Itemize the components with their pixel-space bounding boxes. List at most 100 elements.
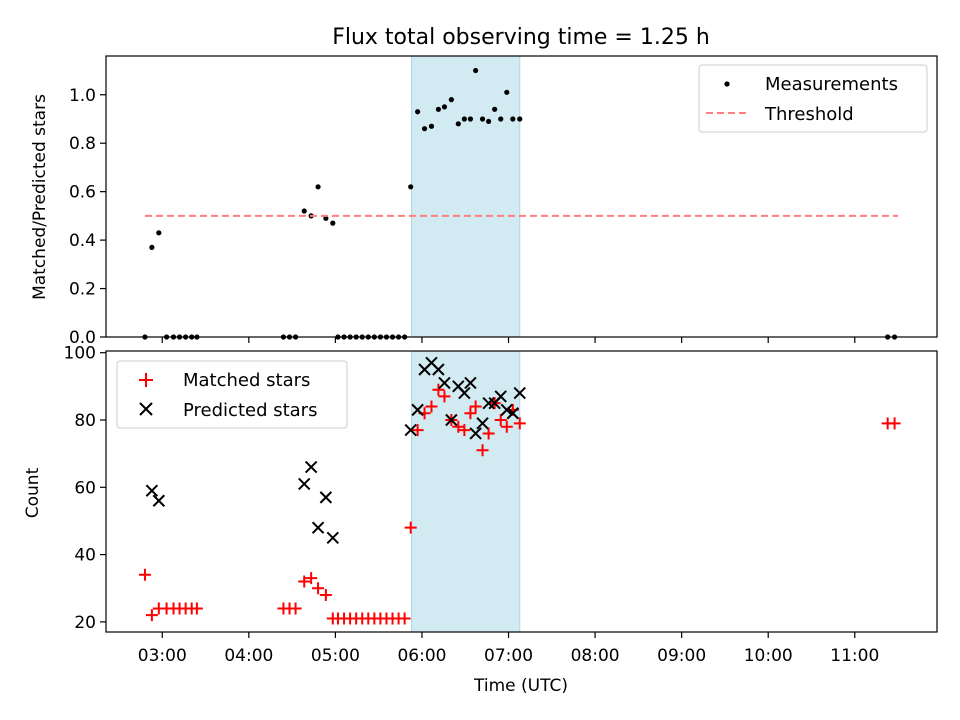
y-tick-label: 0.8 — [69, 134, 96, 154]
measurement-point — [492, 106, 498, 112]
matched-star-point — [404, 521, 417, 534]
measurement-point — [415, 109, 421, 115]
measurement-point — [149, 244, 155, 250]
top-legend-box — [698, 64, 928, 133]
measurement-point — [435, 106, 441, 112]
legend-label-predicted-stars: Predicted stars — [183, 400, 317, 421]
bottom-y-ticks: 20 40 60 80 100 — [64, 344, 106, 633]
measurement-point — [323, 215, 329, 221]
matched-star-point — [298, 575, 311, 588]
predicted-star-point — [458, 386, 471, 400]
matched-star-point — [500, 420, 513, 433]
measurement-point — [479, 116, 486, 122]
measurement-point — [467, 116, 474, 122]
bottom-panel: 20 40 60 80 100 03:00 04:00 05:00 06:00 07:00 08:… — [23, 344, 938, 696]
top-axes-frame — [105, 55, 938, 338]
measurement-point — [301, 208, 307, 214]
measurement-point — [421, 126, 428, 132]
matched-star-point — [190, 602, 203, 615]
y-tick-label: 0.6 — [69, 183, 96, 203]
legend-label-measurements: Measurements — [765, 74, 898, 95]
legend-label-matched-stars: Matched stars — [183, 370, 310, 391]
bottom-legend-box — [116, 360, 348, 429]
x-tick-label: 11:00 — [830, 646, 879, 666]
y-tick-label: 0.4 — [69, 231, 96, 251]
measurement-point — [473, 67, 479, 74]
matched-star-point — [888, 417, 901, 430]
matched-star-point — [289, 602, 302, 615]
predicted-star-point — [432, 363, 445, 376]
legend-marker-matched-stars — [139, 373, 153, 387]
y-tick-label: 100 — [64, 344, 96, 364]
matched-star-point — [494, 413, 507, 426]
x-tick-label: 10:00 — [744, 646, 793, 666]
matched-star-point — [319, 588, 332, 601]
measurement-point — [315, 184, 321, 190]
predicted-star-point — [152, 494, 166, 507]
matched-star-point — [513, 417, 526, 430]
predicted-star-point — [506, 407, 520, 420]
x-tick-label: 08:00 — [571, 646, 620, 666]
measurement-point — [408, 184, 414, 190]
measurement-point — [455, 121, 461, 127]
matched-star-point — [411, 424, 424, 437]
bottom-legend: Matched stars Predicted stars — [116, 360, 348, 429]
predicted-star-point — [500, 403, 513, 417]
top-x-ticks — [161, 337, 856, 343]
predicted-star-point — [326, 531, 340, 544]
bottom-x-ticks: 03:00 04:00 05:00 06:00 07:00 08:00 09:00 10:00… — [138, 632, 879, 666]
y-tick-label: 80 — [74, 411, 96, 431]
y-tick-label: 0.2 — [69, 280, 96, 300]
measurement-point — [441, 104, 448, 110]
predicted-star-point — [298, 477, 311, 491]
matched-star-point — [458, 424, 471, 437]
top-legend: Measurements Threshold — [698, 64, 928, 133]
measurement-point — [486, 118, 492, 125]
figure-title: Flux total observing time = 1.25 h — [332, 25, 710, 50]
predicted-star-point — [438, 376, 451, 390]
matched-star-point — [476, 444, 489, 457]
measurement-point — [510, 116, 516, 122]
measurement-point — [517, 116, 523, 122]
bottom-axes-frame — [105, 350, 938, 633]
predicted-star-point — [319, 491, 333, 504]
measurement-point — [498, 116, 504, 122]
predicted-star-point — [469, 427, 482, 440]
matched-star-point — [469, 400, 482, 413]
x-axis-label: Time (UTC) — [473, 676, 568, 696]
y-tick-label: 60 — [74, 478, 96, 498]
matched-star-point — [464, 407, 477, 420]
measurement-point — [156, 230, 162, 236]
measurement-point — [428, 123, 435, 129]
predicted-star-point — [311, 521, 325, 534]
matched-star-point — [452, 420, 465, 433]
x-tick-label: 07:00 — [484, 646, 533, 666]
top-panel: 0.0 0.2 0.4 0.6 0.8 1.0 Matched/Predicted sta… — [30, 55, 938, 348]
predicted-star-point — [464, 376, 477, 390]
legend-marker-measurements — [724, 81, 730, 87]
matched-star-point — [138, 568, 151, 581]
matched-star-point — [145, 609, 158, 622]
matched-star-point — [398, 612, 411, 625]
highlight-span — [411, 55, 521, 338]
bottom-series-layer — [138, 356, 901, 625]
observing-window-span — [411, 55, 521, 338]
x-tick-label: 03:00 — [138, 646, 187, 666]
matched-star-point — [425, 400, 438, 413]
predicted-star-point — [494, 390, 507, 403]
y-tick-label: 20 — [74, 613, 96, 633]
x-tick-label: 05:00 — [311, 646, 360, 666]
predicted-star-point — [476, 417, 489, 430]
matched-star-point — [312, 582, 325, 595]
measurement-point — [448, 97, 454, 103]
top-y-axis-label: Matched/Predicted stars — [30, 94, 50, 300]
predicted-star-point — [304, 460, 318, 474]
matched-star-point — [482, 427, 495, 440]
measurement-point — [330, 220, 336, 226]
matched-star-point — [432, 383, 445, 396]
x-tick-label: 09:00 — [657, 646, 706, 666]
measurement-point — [461, 116, 467, 122]
legend-marker-predicted-stars — [139, 402, 153, 416]
matched-star-point — [305, 572, 318, 585]
predicted-star-point — [145, 484, 159, 497]
